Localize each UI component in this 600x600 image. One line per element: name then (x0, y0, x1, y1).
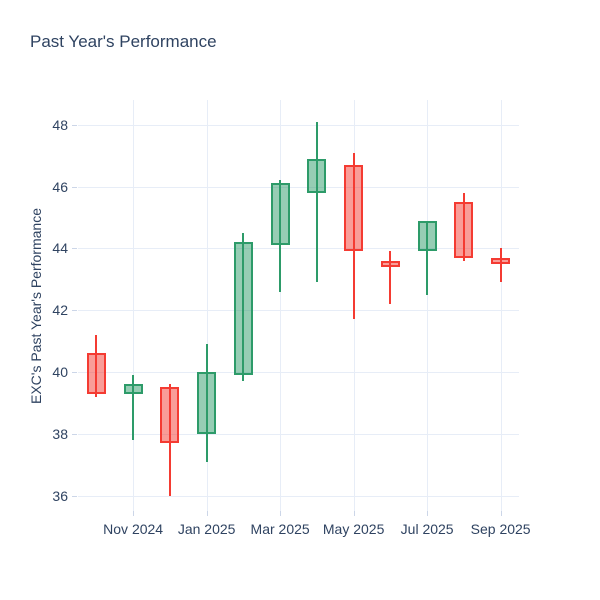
x-tick-mark (500, 511, 502, 516)
y-tick-mark (72, 495, 77, 497)
y-tick-label: 48 (52, 116, 68, 133)
y-gridline (78, 248, 519, 250)
candle-body-may-2025[interactable] (344, 164, 364, 252)
candle-body-feb-2025[interactable] (233, 242, 253, 376)
y-tick-mark (72, 371, 77, 373)
candle-body-apr-2025[interactable] (307, 158, 327, 193)
x-gridline (206, 100, 208, 511)
candle-wick-jun-2025 (389, 251, 392, 304)
x-tick-mark (133, 511, 135, 516)
x-gridline (280, 100, 282, 511)
x-tick-label: Jul 2025 (400, 521, 454, 537)
y-tick-mark (72, 310, 77, 312)
y-gridline (78, 124, 519, 126)
x-tick-mark (353, 511, 355, 516)
x-gridline (133, 100, 135, 511)
candle-wick-sep-2025 (499, 248, 502, 283)
candle-wick-apr-2025 (315, 121, 318, 283)
chart-title: Past Year's Performance (30, 32, 217, 51)
candle-body-oct-2024[interactable] (86, 353, 106, 394)
y-gridline (78, 371, 519, 373)
candle-body-mar-2025[interactable] (270, 183, 290, 246)
y-tick-label: 42 (52, 302, 68, 319)
candle-body-sep-2025[interactable] (491, 257, 511, 264)
y-gridline (78, 186, 519, 188)
y-tick-label: 40 (52, 363, 68, 380)
y-tick-label: 46 (52, 178, 68, 195)
x-gridline (500, 100, 502, 511)
y-tick-mark (72, 433, 77, 435)
x-tick-label: Mar 2025 (250, 521, 310, 537)
x-tick-label: Nov 2024 (103, 521, 164, 537)
y-gridline (78, 433, 519, 435)
x-gridline (427, 100, 429, 511)
y-tick-label: 44 (52, 240, 68, 257)
y-gridline (78, 495, 519, 497)
y-tick-label: 38 (52, 425, 68, 442)
candle-body-jan-2025[interactable] (197, 371, 217, 434)
candle-body-aug-2025[interactable] (454, 201, 474, 258)
x-tick-mark (206, 511, 208, 516)
candle-body-nov-2024[interactable] (123, 384, 143, 394)
y-tick-label: 36 (52, 487, 68, 504)
candle-wick-nov-2024 (132, 375, 135, 440)
x-tick-label: May 2025 (322, 521, 385, 537)
x-tick-mark (280, 511, 282, 516)
x-tick-label: Jan 2025 (177, 521, 236, 537)
y-tick-mark (72, 124, 77, 126)
y-gridline (78, 310, 519, 312)
x-tick-label: Sep 2025 (470, 521, 531, 537)
candle-body-jun-2025[interactable] (380, 260, 400, 267)
y-tick-mark (72, 186, 77, 188)
y-tick-mark (72, 248, 77, 250)
candle-body-dec-2024[interactable] (160, 387, 180, 443)
x-tick-mark (427, 511, 429, 516)
candle-body-jul-2025[interactable] (417, 220, 437, 252)
candle-wick-jul-2025 (426, 220, 429, 295)
